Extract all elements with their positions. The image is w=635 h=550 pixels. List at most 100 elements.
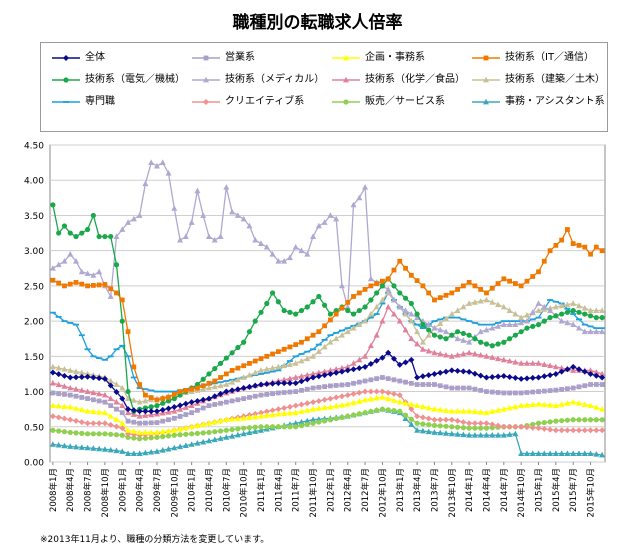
data-point — [518, 314, 525, 320]
data-point — [281, 404, 288, 411]
data-point — [159, 390, 166, 393]
data-point — [304, 371, 311, 378]
data-point — [333, 215, 340, 222]
data-point — [333, 331, 340, 334]
data-point — [49, 363, 56, 370]
data-point — [373, 388, 380, 395]
data-point — [437, 406, 444, 413]
x-tick-label: 2009年7月 — [152, 468, 163, 512]
data-point — [541, 258, 547, 264]
data-point — [154, 397, 160, 403]
data-point — [159, 428, 166, 435]
data-point — [142, 429, 149, 435]
data-point — [101, 420, 108, 427]
data-point — [200, 438, 207, 445]
data-point — [414, 314, 421, 320]
data-point — [483, 425, 490, 431]
data-point — [153, 429, 160, 435]
data-point — [252, 428, 259, 434]
data-point — [472, 336, 478, 342]
data-point — [489, 432, 496, 438]
legend-label: 技術系（建築／土木） — [505, 74, 605, 85]
data-point — [90, 272, 97, 278]
data-point — [264, 391, 270, 397]
data-point — [454, 431, 461, 437]
data-point — [188, 441, 195, 447]
x-tick-label: 2015年1月 — [534, 468, 545, 512]
data-point — [298, 357, 305, 364]
x-tick-label: 2010年1月 — [187, 468, 198, 512]
data-point — [247, 395, 252, 400]
data-point — [252, 413, 259, 420]
data-point — [322, 384, 328, 390]
data-point — [559, 387, 565, 392]
data-point — [599, 382, 605, 387]
data-point — [316, 293, 322, 300]
data-point — [547, 426, 554, 433]
data-point — [165, 427, 172, 434]
data-point — [286, 409, 293, 416]
data-point — [356, 321, 363, 328]
data-point — [252, 393, 258, 399]
data-point — [195, 407, 200, 413]
data-point — [287, 424, 293, 430]
data-point — [258, 413, 265, 419]
data-point — [246, 371, 253, 378]
data-point — [518, 375, 525, 382]
data-point — [495, 407, 502, 413]
data-point — [206, 429, 212, 436]
data-point — [599, 427, 606, 434]
x-tick-label: 2008年1月 — [48, 468, 59, 512]
y-tick-label: 1.00 — [24, 388, 44, 398]
data-point — [258, 240, 265, 247]
legend-swatch — [472, 55, 500, 61]
data-point — [495, 373, 502, 380]
data-point — [385, 407, 391, 413]
data-point — [263, 412, 270, 418]
data-point — [275, 363, 282, 370]
data-point — [420, 382, 426, 387]
data-point — [512, 359, 519, 365]
data-point — [581, 304, 588, 311]
legend-swatch — [332, 76, 360, 83]
data-point — [194, 397, 201, 404]
data-point — [408, 380, 414, 386]
data-point — [477, 432, 484, 438]
data-point — [535, 322, 542, 328]
data-point — [575, 324, 582, 331]
data-point — [391, 407, 397, 414]
data-point — [500, 423, 507, 430]
data-point — [541, 318, 547, 324]
data-point — [63, 55, 69, 61]
data-point — [119, 410, 125, 416]
data-point — [559, 418, 565, 424]
data-point — [483, 409, 490, 416]
data-point — [148, 420, 154, 426]
data-point — [362, 317, 369, 324]
data-point — [466, 368, 473, 375]
data-point — [67, 281, 73, 287]
data-point — [575, 302, 582, 309]
data-point — [315, 405, 322, 411]
data-point — [223, 416, 230, 423]
data-point — [142, 397, 149, 404]
data-point — [558, 364, 565, 371]
data-point — [108, 403, 114, 409]
data-point — [547, 450, 554, 456]
data-point — [310, 299, 316, 305]
data-point — [472, 425, 478, 431]
data-point — [362, 304, 368, 310]
data-point — [374, 376, 380, 382]
data-point — [599, 327, 606, 330]
data-point — [90, 374, 97, 381]
x-tick-label: 2012年7月 — [360, 468, 371, 512]
data-point — [61, 403, 68, 409]
data-point — [362, 388, 369, 395]
data-point — [466, 349, 473, 356]
data-point — [96, 431, 102, 437]
data-point — [240, 430, 247, 437]
data-point — [171, 390, 178, 393]
data-point — [177, 432, 183, 438]
data-point — [518, 329, 524, 335]
